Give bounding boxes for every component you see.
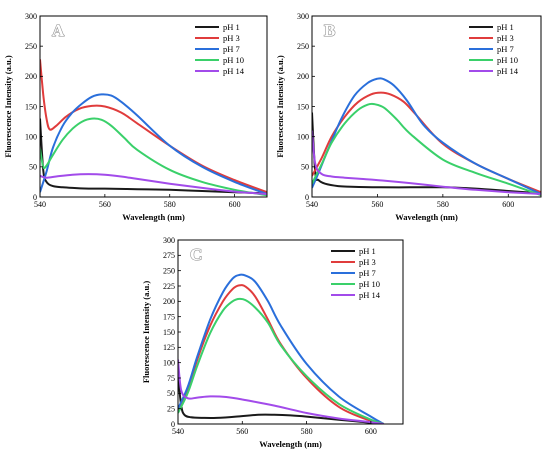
y-tick-label: 50 — [301, 163, 309, 172]
legend-label: pH 7 — [497, 44, 514, 54]
y-tick-label: 100 — [25, 132, 37, 141]
series-line-ph-1 — [40, 118, 267, 195]
x-axis-title: Wavelength (nm) — [395, 212, 458, 222]
legend-label: pH 1 — [359, 246, 376, 256]
y-axis-title: Fluorescence Intensity (a.u.) — [275, 55, 285, 157]
x-tick-label: 600 — [502, 200, 514, 209]
series-line-ph-10 — [40, 117, 267, 197]
panel-label: B — [324, 21, 335, 40]
y-tick-label: 200 — [163, 297, 175, 306]
x-axis-title: Wavelength (nm) — [259, 439, 322, 449]
y-tick-label: 150 — [163, 328, 175, 337]
legend-label: pH 3 — [497, 33, 514, 43]
x-axis-title: Wavelength (nm) — [122, 212, 185, 222]
legend-label: pH 10 — [497, 55, 518, 65]
panel-label: C — [190, 245, 202, 264]
y-tick-label: 300 — [163, 236, 175, 245]
y-tick-label: 50 — [29, 163, 37, 172]
y-tick-label: 250 — [297, 42, 309, 51]
y-tick-label: 50 — [167, 389, 175, 398]
panel-label: A — [52, 21, 65, 40]
y-tick-label: 250 — [163, 266, 175, 275]
x-tick-label: 580 — [437, 200, 449, 209]
x-tick-label: 580 — [164, 200, 176, 209]
chart-panel-c: 0 25 50 75 100 125 150 175 200 225 250 275 300 540 560… — [141, 236, 404, 449]
y-tick-label: 0 — [33, 193, 37, 202]
legend-label: pH 3 — [223, 33, 240, 43]
y-tick-label: 300 — [297, 12, 309, 21]
y-tick-label: 0 — [171, 420, 175, 429]
series-line-ph-1 — [312, 112, 541, 195]
series-line-ph-7 — [312, 77, 541, 195]
y-tick-label: 150 — [25, 102, 37, 111]
legend-label: pH 1 — [223, 22, 240, 32]
legend-label: pH 10 — [223, 55, 244, 65]
y-tick-label: 75 — [167, 374, 175, 383]
y-tick-label: 25 — [167, 404, 175, 413]
legend-label: pH 3 — [359, 257, 376, 267]
x-tick-label: 540 — [34, 200, 46, 209]
x-tick-label: 560 — [236, 427, 248, 436]
x-tick-label: 600 — [365, 427, 377, 436]
x-tick-label: 600 — [229, 200, 241, 209]
y-tick-label: 250 — [25, 42, 37, 51]
y-tick-label: 100 — [297, 132, 309, 141]
y-tick-label: 175 — [163, 312, 175, 321]
y-axis-title: Fluorescence Intensity (a.u.) — [141, 281, 151, 383]
legend-label: pH 14 — [497, 66, 519, 76]
y-tick-label: 125 — [163, 343, 175, 352]
y-tick-label: 100 — [163, 358, 175, 367]
x-tick-label: 540 — [172, 427, 184, 436]
y-axis-title: Fluorescence Intensity (a.u.) — [3, 55, 13, 157]
legend-label: pH 14 — [223, 66, 245, 76]
x-tick-label: 580 — [301, 427, 313, 436]
series-line-ph-3 — [178, 284, 384, 424]
y-tick-label: 150 — [297, 102, 309, 111]
series-line-ph-7 — [40, 93, 267, 195]
legend-label: pH 1 — [497, 22, 514, 32]
series-line-ph-14 — [40, 173, 267, 195]
series-line-ph-7 — [178, 273, 385, 424]
legend-label: pH 10 — [359, 279, 380, 289]
chart-panel-b: 0 50 100 150 200 250 300 540 560 580 600 Wavelength… — [275, 12, 542, 222]
x-tick-label: 540 — [306, 200, 318, 209]
legend-label: pH 7 — [359, 268, 376, 278]
y-tick-label: 275 — [163, 251, 175, 260]
series-line-ph-10 — [178, 297, 385, 424]
y-tick-label: 0 — [305, 193, 309, 202]
legend-label: pH 14 — [359, 290, 381, 300]
series-line-ph-10 — [312, 102, 541, 197]
series-line-ph-14 — [312, 130, 541, 195]
y-tick-label: 200 — [25, 72, 37, 81]
series-line-ph-3 — [40, 59, 267, 194]
series-line-ph-1 — [178, 374, 384, 424]
chart-panel-a: 0 50 100 150 200 250 300 540 560 580 600 Wavelength… — [3, 12, 268, 222]
y-tick-label: 200 — [297, 72, 309, 81]
series-line-ph-14 — [178, 359, 384, 424]
x-tick-label: 560 — [99, 200, 111, 209]
y-tick-label: 300 — [25, 12, 37, 21]
legend-label: pH 7 — [223, 44, 240, 54]
x-tick-label: 560 — [371, 200, 383, 209]
y-tick-label: 225 — [163, 282, 175, 291]
